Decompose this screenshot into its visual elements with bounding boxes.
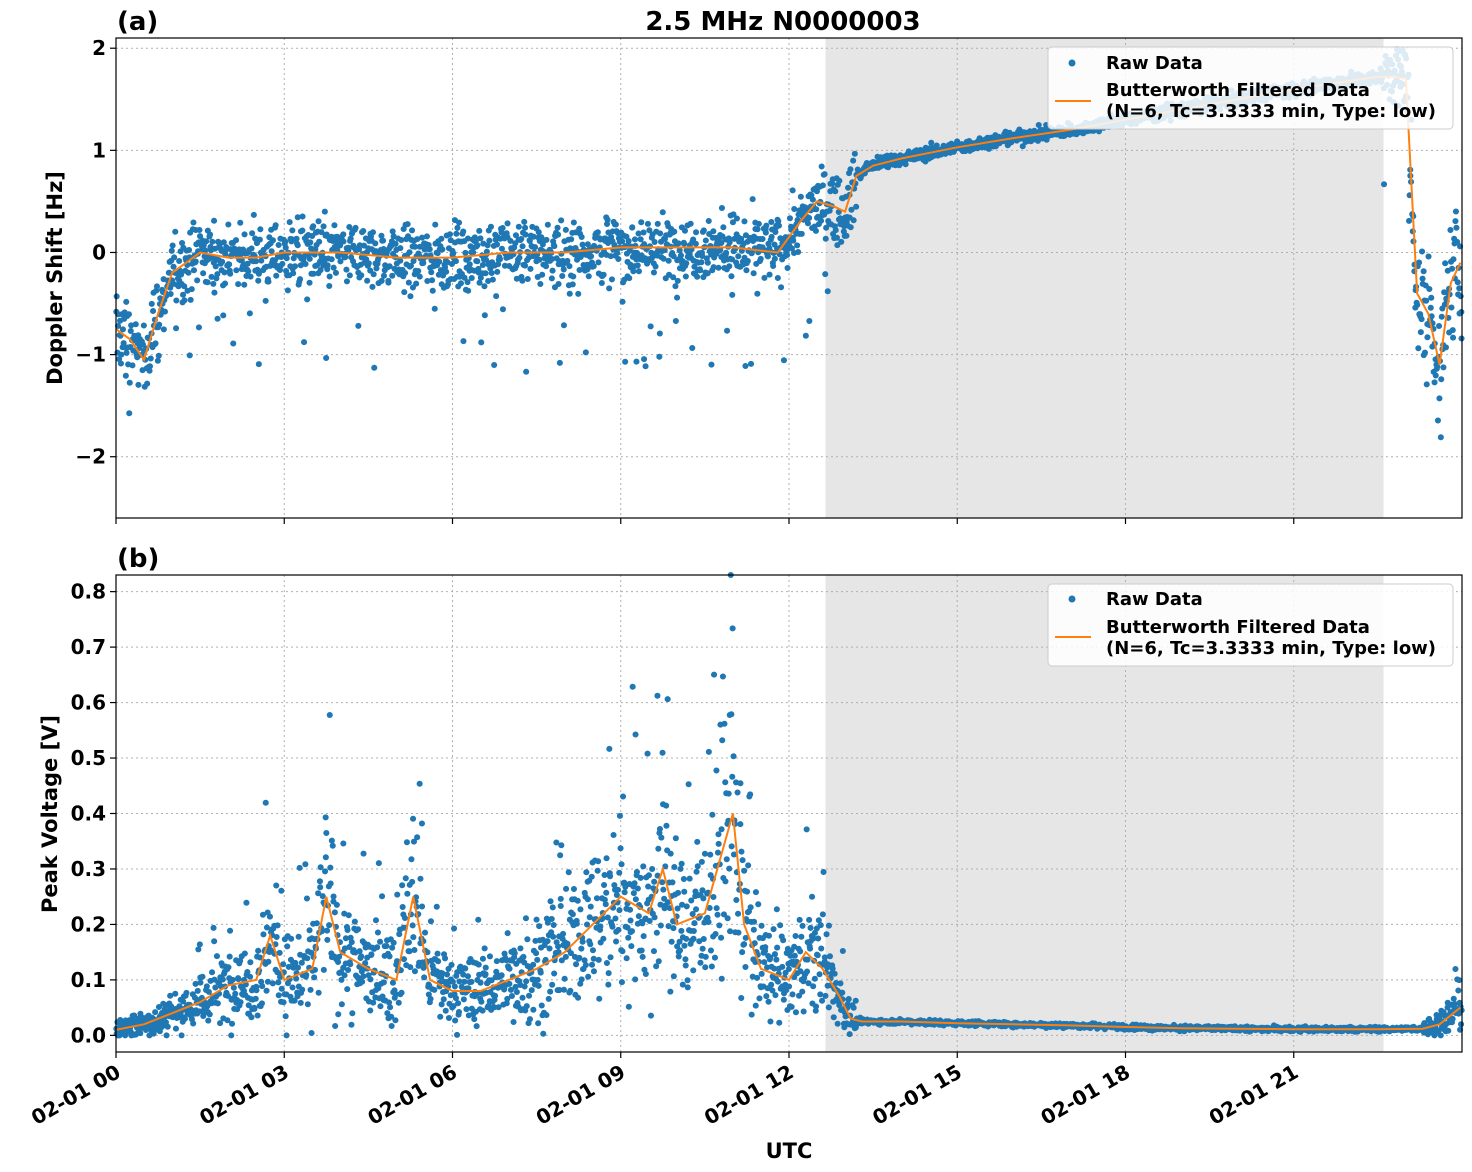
panel-b-y-ticks: 0.8 0.7 0.6 0.5 0.4 0.3 0.2 0.1 0.0	[71, 580, 116, 1047]
panel-a-y-tick-label: 1	[92, 138, 106, 162]
panel-b-legend-raw-marker	[1068, 595, 1076, 603]
panel-b-y-tick-label: 0.4	[71, 802, 106, 826]
panel-b-legend: Raw Data Butterworth Filtered Data (N=6,…	[1047, 583, 1454, 667]
x-tick-label: 02-01 12	[700, 1060, 798, 1130]
panel-b-legend-filtered-label: Butterworth Filtered Data	[1106, 617, 1370, 638]
panel-a-x-ticks	[115, 518, 1295, 524]
panel-a-y-label: Doppler Shift [Hz]	[43, 171, 67, 385]
panel-b-label: (b)	[117, 544, 159, 574]
x-axis-label: UTC	[766, 1139, 813, 1163]
panel-b-y-tick-label: 0.5	[71, 746, 106, 770]
panel-b-filtered-line	[115, 813, 1461, 1031]
panel-a-y-tick-label: −2	[75, 445, 106, 469]
panel-a-y-tick-label: 2	[92, 36, 106, 60]
panel-a: (a) 2 1 0 −1 −2 Doppler Shift [Hz] Raw Data …	[43, 7, 1465, 524]
panel-a-y-ticks: 2 1 0 −1 −2	[75, 36, 116, 469]
x-tick-label: 02-01 18	[1036, 1060, 1134, 1130]
x-tick-label: 02-01 03	[195, 1060, 293, 1130]
panel-b-y-tick-label: 0.6	[71, 691, 106, 715]
panel-a-y-tick-label: 0	[92, 240, 106, 264]
panel-a-legend-raw-marker	[1068, 59, 1076, 67]
panel-a-label: (a)	[117, 7, 158, 37]
panel-b-legend-raw-label: Raw Data	[1106, 589, 1203, 610]
panel-b-y-tick-label: 0.8	[71, 580, 106, 604]
panel-b-y-label: Peak Voltage [V]	[38, 715, 62, 913]
x-tick-label: 02-01 09	[532, 1060, 630, 1130]
panel-b-y-tick-label: 0.2	[71, 912, 106, 936]
x-tick-label: 02-01 00	[27, 1060, 125, 1130]
panel-a-legend-filtered-label: Butterworth Filtered Data	[1106, 80, 1370, 101]
panel-b-legend-box	[1047, 583, 1454, 667]
x-tick-label: 02-01 06	[363, 1060, 461, 1130]
panel-a-legend-raw-label: Raw Data	[1106, 53, 1203, 74]
x-tick-label: 02-01 15	[868, 1060, 966, 1130]
panel-b: (b) 0.8 0.7 0.6 0.5 0.4 0.3 0.2 0.1 0.0 02-01 00…	[27, 544, 1465, 1130]
panel-a-legend-filtered-params: (N=6, Tc=3.3333 min, Type: low)	[1106, 101, 1436, 122]
panel-b-legend-filtered-params: (N=6, Tc=3.3333 min, Type: low)	[1106, 638, 1436, 659]
panel-a-legend: Raw Data Butterworth Filtered Data (N=6,…	[1047, 46, 1454, 130]
panel-b-y-tick-label: 0.7	[71, 635, 106, 659]
panel-b-x-ticks: 02-01 00 02-01 03 02-01 06 02-01 09 02-01 12…	[27, 1052, 1302, 1130]
panel-b-y-tick-label: 0.0	[71, 1023, 106, 1047]
panel-a-legend-box	[1047, 46, 1454, 130]
panel-b-y-tick-label: 0.3	[71, 857, 106, 881]
chart-title: 2.5 MHz N0000003	[645, 7, 920, 37]
x-tick-label: 02-01 21	[1205, 1060, 1303, 1130]
panel-a-y-tick-label: −1	[75, 343, 106, 367]
panel-b-y-tick-label: 0.1	[71, 968, 106, 992]
